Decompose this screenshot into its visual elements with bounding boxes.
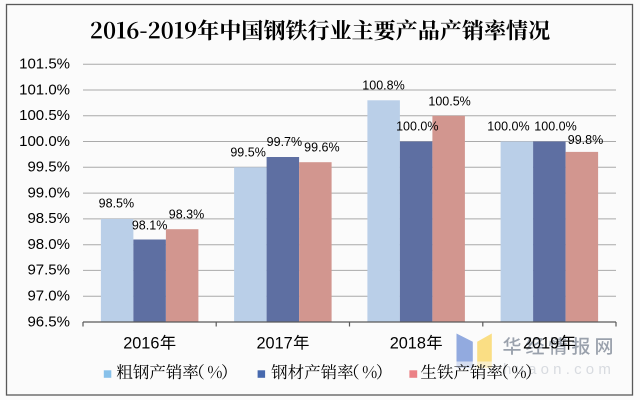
svg-text:100.8%: 100.8% <box>362 78 404 92</box>
svg-text:99.7%: 99.7% <box>267 135 302 149</box>
svg-text:100.5%: 100.5% <box>19 107 70 124</box>
svg-text:huaon.com: huaon.com <box>503 361 615 378</box>
svg-text:98.5%: 98.5% <box>27 210 70 227</box>
svg-text:101.0%: 101.0% <box>19 81 70 98</box>
svg-text:100.5%: 100.5% <box>428 94 470 108</box>
svg-text:99.5%: 99.5% <box>27 159 70 176</box>
svg-text:100.0%: 100.0% <box>534 119 576 133</box>
svg-text:100.0%: 100.0% <box>19 133 70 150</box>
svg-text:101.5%: 101.5% <box>19 56 70 73</box>
svg-text:2018: 2018 <box>390 335 426 353</box>
svg-text:99.0%: 99.0% <box>27 184 70 201</box>
svg-text:98.1%: 98.1% <box>132 218 167 232</box>
svg-text:2017: 2017 <box>257 335 293 353</box>
svg-text:100.0%: 100.0% <box>396 119 438 133</box>
svg-text:97.0%: 97.0% <box>27 288 70 305</box>
svg-text:100.0%: 100.0% <box>487 119 529 133</box>
svg-text:99.5%: 99.5% <box>230 145 265 159</box>
svg-text:98.5%: 98.5% <box>99 197 134 211</box>
svg-text:98.3%: 98.3% <box>169 208 204 222</box>
svg-text:96.5%: 96.5% <box>27 313 70 330</box>
svg-text:99.8%: 99.8% <box>568 133 603 147</box>
svg-text:98.0%: 98.0% <box>27 236 70 253</box>
svg-text:97.5%: 97.5% <box>27 262 70 279</box>
svg-text:2016: 2016 <box>123 335 159 353</box>
svg-text:2019: 2019 <box>523 335 559 353</box>
svg-text:99.6%: 99.6% <box>304 140 339 154</box>
